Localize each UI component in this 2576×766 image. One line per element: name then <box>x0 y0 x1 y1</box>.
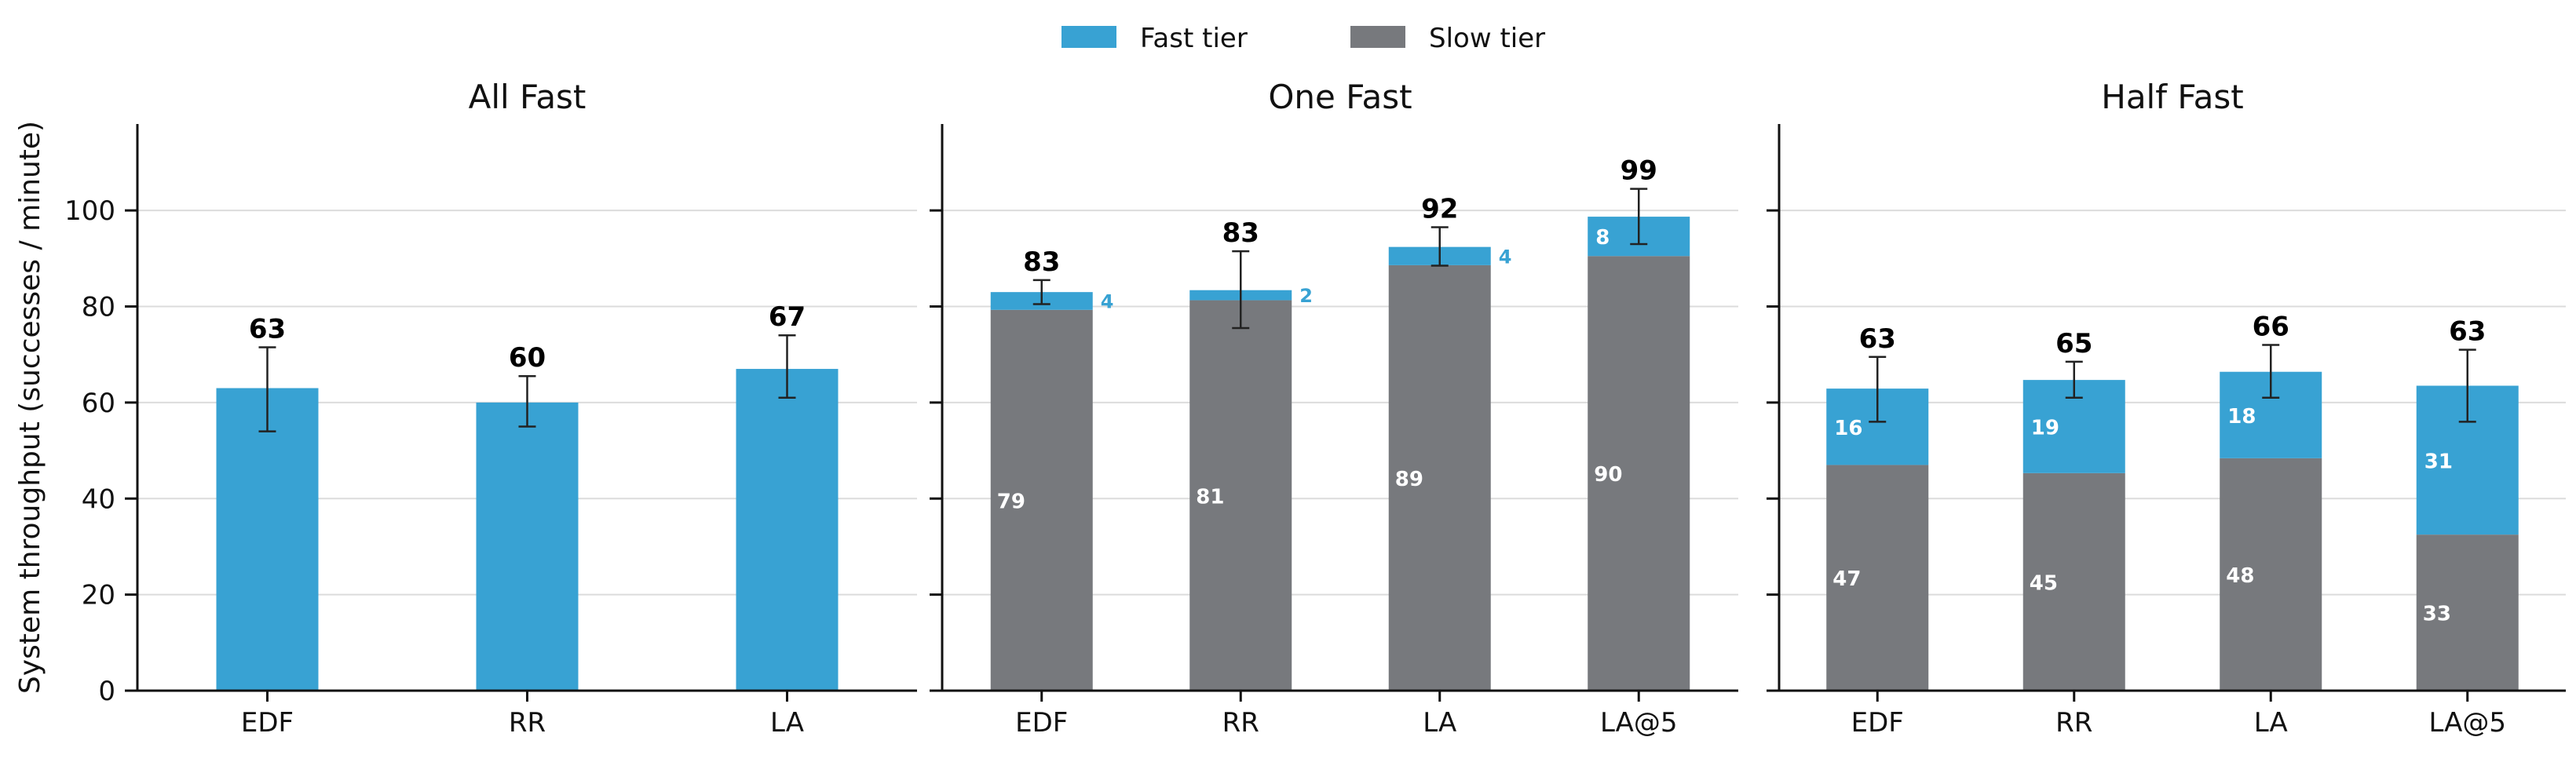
panel-1-y-tick-label: 80 <box>82 292 115 323</box>
panel-3-total-label: 66 <box>2253 311 2289 342</box>
panel-2-bar-slow-rr <box>1189 300 1292 691</box>
panel-1-x-tick-label: RR <box>509 707 546 739</box>
panel-3-bar-slow-laat5 <box>2416 534 2519 691</box>
panel-1-y-tick-label: 20 <box>82 580 115 611</box>
panel-2-fast-value-label: 8 <box>1595 226 1610 250</box>
panel-1-y-tick-label: 60 <box>82 388 115 419</box>
panel-3-total-label: 63 <box>1859 323 1896 355</box>
panel-1-x-tick-label: EDF <box>241 707 294 739</box>
panel-2-fast-value-label: 2 <box>1299 285 1313 307</box>
panel-1-total-label: 63 <box>249 314 286 345</box>
legend-label-slow: Slow tier <box>1429 23 1545 54</box>
panel-2-total-label: 99 <box>1621 155 1657 187</box>
panel-3-title: Half Fast <box>2101 78 2244 116</box>
panel-1-bar-fast-edf <box>216 388 319 691</box>
panel-3-slow-value-label: 48 <box>2226 564 2254 588</box>
panel-1-total-label: 60 <box>509 342 546 374</box>
panel-3-fast-value-label: 31 <box>2424 450 2453 473</box>
panel-3-bar-slow-edf <box>1826 465 1929 691</box>
panel-3-x-tick-label: LA@5 <box>2428 707 2506 739</box>
panel-3-slow-value-label: 45 <box>2030 571 2058 595</box>
panel-2-total-label: 83 <box>1222 217 1259 249</box>
y-axis-label: System throughput (successes / minute) <box>14 121 46 694</box>
panel-1-bar-fast-rr <box>476 402 579 691</box>
panel-2-bar-slow-edf <box>990 309 1093 691</box>
panel-3-x-tick-label: EDF <box>1851 707 1904 739</box>
panel-1-title: All Fast <box>469 78 586 116</box>
panel-2-x-tick-label: LA@5 <box>1600 707 1678 739</box>
panel-2-slow-value-label: 89 <box>1395 468 1423 491</box>
panel-3-total-label: 63 <box>2449 316 2486 348</box>
panel-3-x-tick-label: LA <box>2254 707 2288 739</box>
panel-2-title: One Fast <box>1268 78 1412 116</box>
panel-3-bar-slow-la <box>2220 458 2322 691</box>
legend-swatch-slow <box>1350 26 1405 48</box>
panel-2-x-tick-label: RR <box>1222 707 1259 739</box>
panel-2-slow-value-label: 90 <box>1594 463 1622 487</box>
panel-2-total-label: 92 <box>1421 194 1458 225</box>
panel-2-bar-slow-la <box>1388 264 1491 691</box>
panel-2-fast-value-label: 4 <box>1499 246 1512 268</box>
panel-3-bar-slow-rr <box>2022 472 2125 691</box>
panel-2-slow-value-label: 81 <box>1196 485 1224 509</box>
panel-3-fast-value-label: 18 <box>2227 405 2256 429</box>
panel-3-slow-value-label: 33 <box>2423 603 2451 626</box>
panel-2-x-tick-label: LA <box>1423 707 1456 739</box>
panel-1-total-label: 67 <box>769 301 806 333</box>
panel-1-y-tick-label: 40 <box>82 483 115 515</box>
panel-3-total-label: 65 <box>2055 328 2092 359</box>
panel-2-total-label: 83 <box>1023 246 1060 278</box>
panel-2-bar-slow-laat5 <box>1588 256 1690 691</box>
panel-3-fast-value-label: 19 <box>2031 416 2059 440</box>
legend-swatch-fast <box>1061 26 1116 48</box>
panel-1-y-tick-label: 0 <box>98 676 115 707</box>
legend-label-fast: Fast tier <box>1140 23 1248 54</box>
panel-3-x-tick-label: RR <box>2055 707 2092 739</box>
panel-1-bar-fast-la <box>736 369 839 691</box>
panel-1-y-tick-label: 100 <box>64 195 115 227</box>
panel-2-x-tick-label: EDF <box>1015 707 1068 739</box>
panel-3-fast-value-label: 16 <box>1834 417 1862 440</box>
panel-1-x-tick-label: LA <box>770 707 804 739</box>
panel-2-slow-value-label: 79 <box>997 490 1025 513</box>
panel-3-slow-value-label: 47 <box>1832 567 1861 591</box>
panel-2-fast-value-label: 4 <box>1101 290 1114 312</box>
